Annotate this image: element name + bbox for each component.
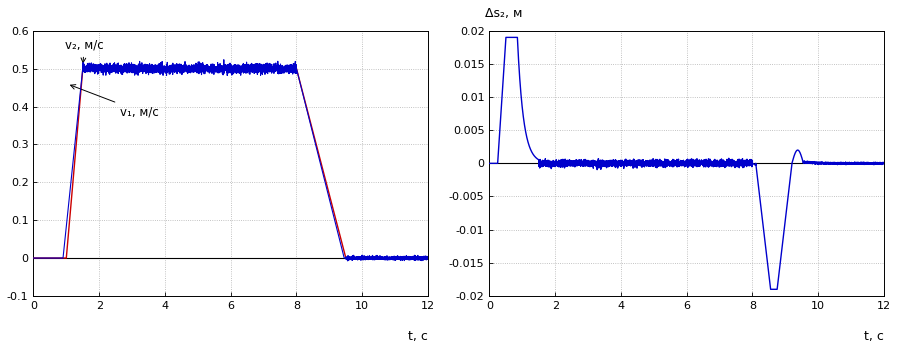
Text: v₂, м/с: v₂, м/с [65, 39, 103, 63]
Text: t, с: t, с [864, 330, 884, 343]
Text: v₁, м/с: v₁, м/с [71, 85, 159, 118]
Text: Δs₂, м: Δs₂, м [486, 7, 523, 20]
Text: t, с: t, с [408, 330, 428, 343]
